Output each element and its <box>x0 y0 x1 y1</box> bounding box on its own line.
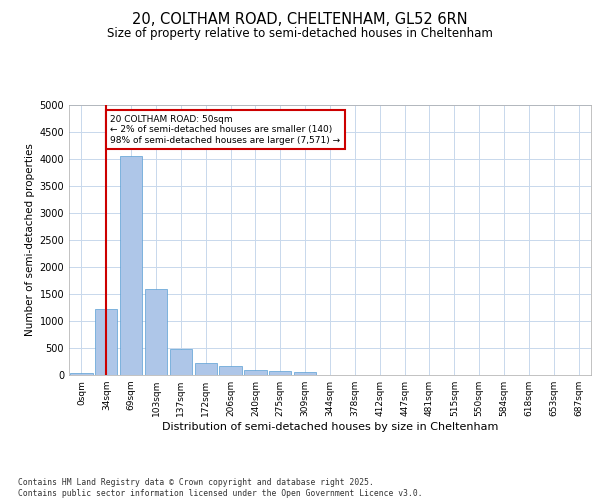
Bar <box>194 363 217 375</box>
Text: Contains HM Land Registry data © Crown copyright and database right 2025.
Contai: Contains HM Land Registry data © Crown c… <box>18 478 422 498</box>
Bar <box>145 288 167 375</box>
Bar <box>95 308 118 375</box>
Y-axis label: Number of semi-detached properties: Number of semi-detached properties <box>25 144 35 336</box>
X-axis label: Distribution of semi-detached houses by size in Cheltenham: Distribution of semi-detached houses by … <box>162 422 498 432</box>
Bar <box>244 370 266 375</box>
Bar <box>269 372 292 375</box>
Bar <box>70 374 92 375</box>
Bar <box>220 366 242 375</box>
Text: 20 COLTHAM ROAD: 50sqm
← 2% of semi-detached houses are smaller (140)
98% of sem: 20 COLTHAM ROAD: 50sqm ← 2% of semi-deta… <box>110 114 340 144</box>
Bar <box>170 349 192 375</box>
Bar <box>294 372 316 375</box>
Text: 20, COLTHAM ROAD, CHELTENHAM, GL52 6RN: 20, COLTHAM ROAD, CHELTENHAM, GL52 6RN <box>132 12 468 28</box>
Text: Size of property relative to semi-detached houses in Cheltenham: Size of property relative to semi-detach… <box>107 28 493 40</box>
Bar <box>120 156 142 375</box>
